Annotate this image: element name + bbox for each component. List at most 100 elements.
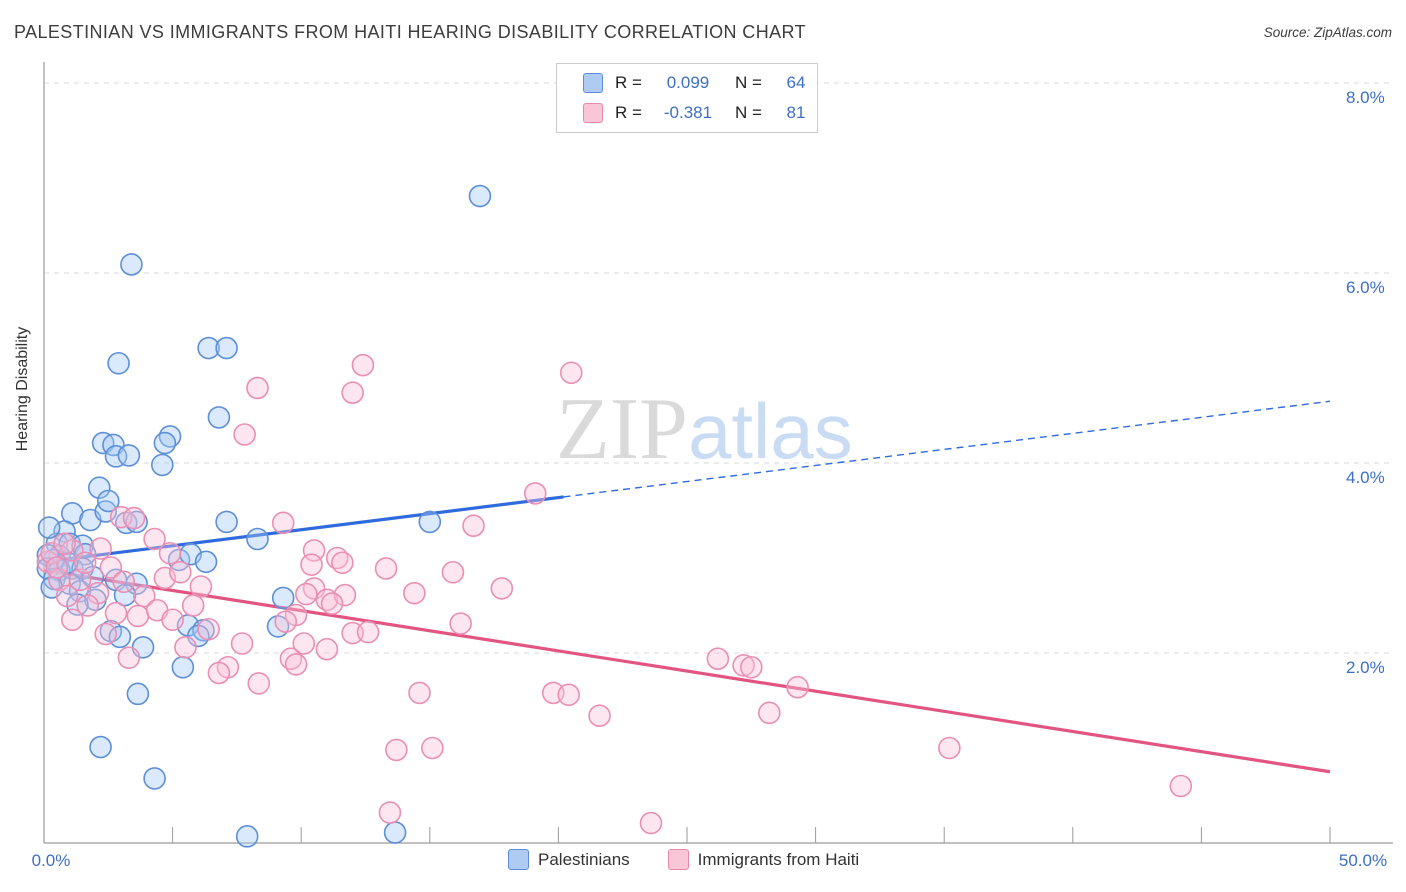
scatter-point-immigrants-from-haiti — [341, 381, 364, 405]
scatter-point-immigrants-from-haiti — [315, 637, 339, 661]
scatter-point-palestinians — [383, 821, 407, 844]
r-value-haiti: -0.381 — [663, 102, 713, 122]
scatter-point-immigrants-from-haiti — [271, 511, 295, 535]
scatter-point-palestinians — [153, 431, 177, 455]
scatter-point-immigrants-from-haiti — [408, 681, 431, 705]
scatter-point-immigrants-from-haiti — [143, 527, 166, 551]
scatter-point-immigrants-from-haiti — [230, 632, 254, 655]
y-tick-label-8.0%: 8.0% — [1346, 88, 1385, 107]
scatter-point-palestinians — [215, 510, 238, 534]
palestinians-swatch-icon — [508, 849, 529, 870]
scatter-point-immigrants-from-haiti — [99, 556, 123, 579]
scatter-point-immigrants-from-haiti — [320, 592, 344, 615]
scatter-point-immigrants-from-haiti — [68, 568, 92, 592]
scatter-point-immigrants-from-haiti — [197, 617, 220, 641]
scatter-point-palestinians — [36, 543, 60, 567]
stats-row-haiti: R = -0.381 N = 81 — [583, 102, 817, 123]
scatter-point-immigrants-from-haiti — [421, 736, 444, 760]
scatter-point-immigrants-from-haiti — [112, 570, 136, 594]
correlation-stats-box: R = 0.099 N = 64 R = -0.381 N = 81 — [556, 63, 818, 133]
scatter-point-immigrants-from-haiti — [938, 736, 961, 760]
watermark-atlas: atlas — [688, 387, 853, 475]
scatter-point-immigrants-from-haiti — [559, 361, 583, 385]
scatter-point-immigrants-from-haiti — [133, 584, 156, 608]
scatter-point-palestinians — [120, 253, 143, 276]
haiti-swatch-icon — [583, 102, 603, 123]
scatter-point-immigrants-from-haiti — [207, 661, 231, 685]
zipatlas-watermark: ZIP atlas — [556, 386, 853, 474]
source-credit: Source: ZipAtlas.com — [1263, 25, 1392, 40]
scatter-point-immigrants-from-haiti — [126, 604, 150, 628]
scatter-point-immigrants-from-haiti — [758, 701, 781, 725]
scatter-point-immigrants-from-haiti — [45, 556, 69, 579]
scatter-point-immigrants-from-haiti — [247, 672, 271, 695]
scatter-point-palestinians — [143, 767, 166, 790]
r-value-palestinians: 0.099 — [666, 73, 710, 93]
scatter-point-immigrants-from-haiti — [403, 581, 426, 605]
x-axis-min-label: 0.0% — [31, 851, 71, 870]
scatter-point-immigrants-from-haiti — [181, 594, 205, 617]
scatter-point-immigrants-from-haiti — [356, 620, 380, 644]
trend-line-extrapolated-Palestinians — [563, 400, 1331, 498]
scatter-point-immigrants-from-haiti — [55, 584, 79, 608]
scatter-point-immigrants-from-haiti — [246, 376, 269, 400]
y-axis-title: Hearing Disability — [14, 326, 31, 452]
scatter-point-immigrants-from-haiti — [174, 635, 197, 659]
scatter-point-immigrants-from-haiti — [89, 537, 112, 560]
scatter-point-immigrants-from-haiti — [233, 423, 256, 446]
scatter-point-immigrants-from-haiti — [385, 738, 408, 762]
watermark-zip: ZIP — [556, 381, 688, 478]
x-axis-max-label: 50.0% — [1338, 851, 1388, 870]
scatter-point-immigrants-from-haiti — [284, 653, 308, 676]
scatter-point-palestinians — [117, 444, 141, 467]
scatter-point-immigrants-from-haiti — [374, 557, 398, 580]
scatter-point-immigrants-from-haiti — [378, 801, 402, 824]
scatter-point-immigrants-from-haiti — [274, 610, 298, 633]
scatter-point-palestinians — [107, 351, 130, 375]
scatter-point-immigrants-from-haiti — [1169, 774, 1193, 798]
scatter-point-palestinians — [246, 527, 269, 551]
palestinians-swatch-icon — [583, 73, 603, 94]
scatter-point-immigrants-from-haiti — [117, 646, 141, 670]
stats-row-palestinians: R = 0.099 N = 64 — [583, 73, 817, 94]
scatter-point-immigrants-from-haiti — [161, 608, 184, 632]
scatter-point-immigrants-from-haiti — [158, 541, 182, 565]
scatter-point-immigrants-from-haiti — [441, 560, 465, 584]
scatter-point-immigrants-from-haiti — [60, 608, 84, 632]
scatter-point-palestinians — [468, 184, 492, 208]
scatter-point-immigrants-from-haiti — [706, 647, 730, 671]
scatter-point-immigrants-from-haiti — [490, 577, 514, 600]
scatter-point-immigrants-from-haiti — [76, 594, 100, 617]
trend-line-Palestinians — [43, 495, 564, 564]
scatter-point-immigrants-from-haiti — [189, 575, 213, 598]
r-label: R = — [615, 102, 642, 122]
scatter-point-immigrants-from-haiti — [557, 683, 580, 707]
scatter-point-immigrants-from-haiti — [786, 675, 809, 699]
scatter-point-palestinians — [418, 510, 442, 534]
legend-label-haiti: Immigrants from Haiti — [697, 849, 860, 869]
scatter-point-immigrants-from-haiti — [94, 622, 118, 646]
trend-line-Immigrants from Haiti — [43, 568, 1331, 774]
scatter-point-palestinians — [89, 735, 112, 759]
n-value-palestinians: 64 — [786, 73, 806, 93]
scatter-point-immigrants-from-haiti — [739, 655, 763, 679]
scatter-point-palestinians — [171, 655, 195, 679]
y-tick-label-4.0%: 4.0% — [1346, 468, 1385, 487]
scatter-point-immigrants-from-haiti — [104, 601, 128, 625]
scatter-point-palestinians — [151, 453, 174, 477]
scatter-point-palestinians — [197, 336, 220, 360]
scatter-point-immigrants-from-haiti — [73, 551, 97, 575]
scatter-point-immigrants-from-haiti — [333, 583, 357, 607]
scatter-point-palestinians — [108, 625, 132, 649]
scatter-point-immigrants-from-haiti — [53, 532, 76, 556]
n-label: N = — [735, 73, 762, 93]
y-tick-label-2.0%: 2.0% — [1346, 658, 1385, 677]
legend-label-palestinians: Palestinians — [538, 849, 630, 869]
scatter-point-immigrants-from-haiti — [302, 539, 326, 562]
series-legend: Palestinians Immigrants from Haiti — [508, 849, 859, 870]
scatter-point-immigrants-from-haiti — [449, 612, 472, 635]
scatter-point-immigrants-from-haiti — [639, 811, 663, 835]
scatter-point-palestinians — [235, 825, 259, 848]
scatter-point-immigrants-from-haiti — [169, 560, 192, 584]
